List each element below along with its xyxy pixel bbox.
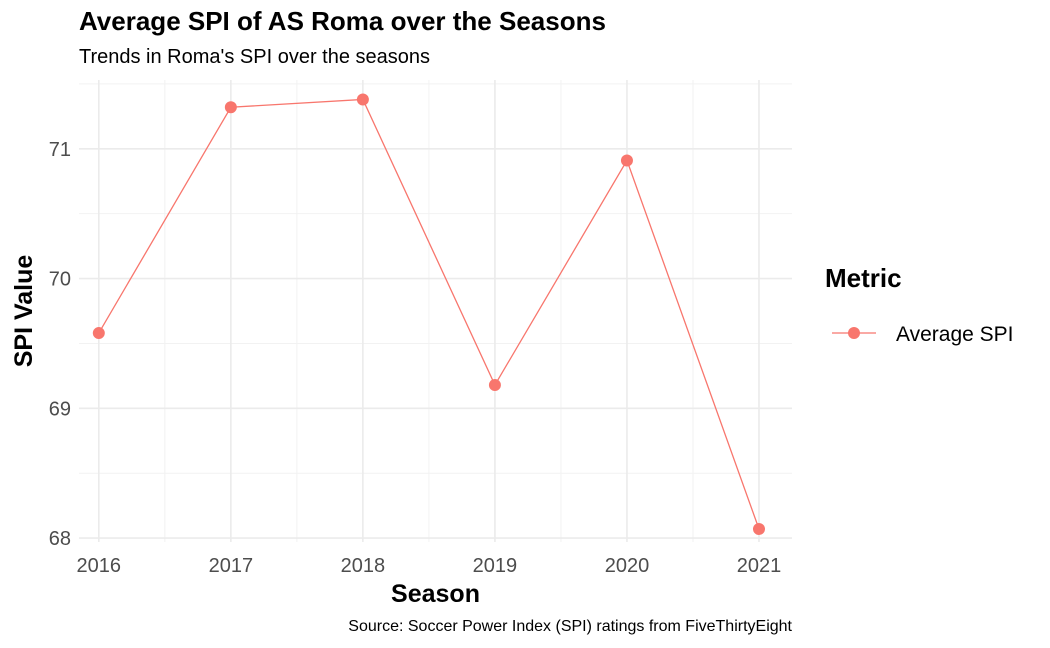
x-tick-label: 2016 [77,555,122,577]
data-point [92,327,105,340]
chart-title: Average SPI of AS Roma over the Seasons [79,6,606,36]
x-tick-label: 2021 [737,555,782,577]
y-tick-label: 68 [49,528,71,550]
chart-caption: Source: Soccer Power Index (SPI) ratings… [348,618,792,635]
data-point [488,378,501,391]
y-tick-label: 69 [49,398,71,420]
axis-ticks: 2016 2017 2018 2019 2020 2021 68 69 70 71 [49,139,781,577]
y-axis-title: SPI Value [10,255,38,368]
data-point [752,523,765,536]
x-axis-title: Season [391,580,480,608]
x-tick-label: 2018 [341,555,386,577]
legend-label: Average SPI [896,323,1014,346]
y-tick-label: 71 [49,139,71,161]
x-tick-label: 2020 [605,555,650,577]
legend: Metric Average SPI [825,263,1014,346]
x-tick-label: 2017 [209,555,254,577]
data-point [620,154,633,167]
data-point [224,101,237,114]
legend-key-point [848,327,860,339]
series-line [98,98,760,530]
series-layer [92,93,765,536]
data-point [356,93,369,106]
chart-subtitle: Trends in Roma's SPI over the seasons [79,46,431,68]
y-tick-label: 70 [49,269,71,291]
x-tick-label: 2019 [473,555,518,577]
legend-title: Metric [825,263,902,293]
gridlines [79,80,792,542]
